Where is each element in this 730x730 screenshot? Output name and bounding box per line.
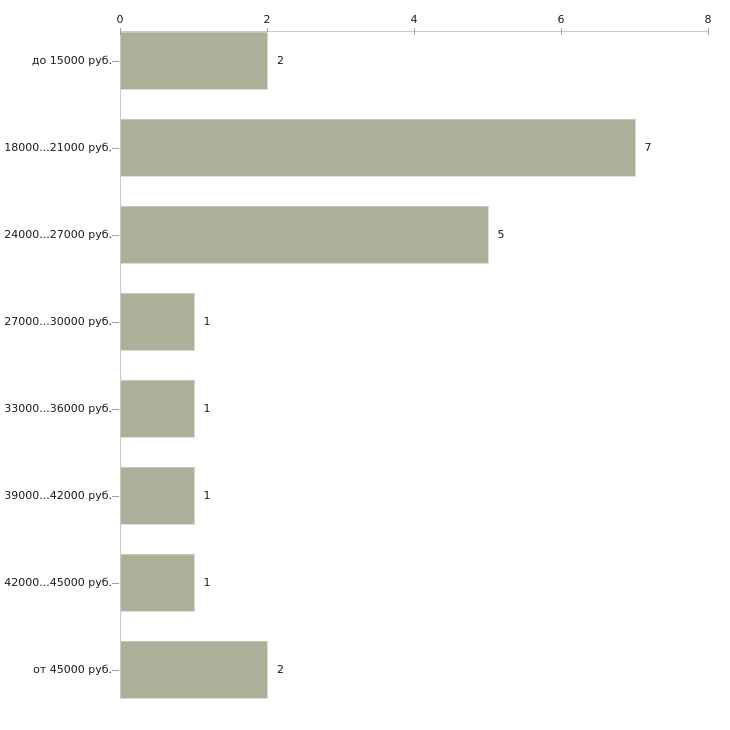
- bar-row: до 15000 руб. 2: [0, 32, 730, 90]
- x-tick-mark: [120, 28, 121, 35]
- bar-row: 27000...30000 руб. 1: [0, 293, 730, 351]
- category-tick-mark: [112, 322, 119, 323]
- bar-row: 33000...36000 руб. 1: [0, 380, 730, 438]
- category-tick-mark: [112, 235, 119, 236]
- category-label: 39000...42000 руб.: [4, 489, 112, 502]
- category-label: 24000...27000 руб.: [4, 228, 112, 241]
- category-tick-mark: [112, 409, 119, 410]
- value-label: 1: [203, 402, 211, 415]
- value-label: 1: [203, 576, 211, 589]
- x-tick-label: 6: [557, 13, 565, 26]
- category-label: до 15000 руб.: [31, 54, 112, 67]
- x-tick-label: 4: [410, 13, 418, 26]
- bar: [121, 641, 268, 699]
- value-label: 7: [644, 141, 652, 154]
- bar: [121, 467, 195, 525]
- bar: [121, 293, 195, 351]
- category-tick-mark: [112, 61, 119, 62]
- value-label: 1: [203, 489, 211, 502]
- category-label: 27000...30000 руб.: [4, 315, 112, 328]
- bar: [121, 206, 489, 264]
- category-label: 42000...45000 руб.: [4, 576, 112, 589]
- x-tick-mark: [708, 28, 709, 35]
- bar: [121, 32, 268, 90]
- bar: [121, 554, 195, 612]
- category-tick-mark: [112, 148, 119, 149]
- x-tick-mark: [414, 28, 415, 35]
- bar-row: 39000...42000 руб. 1: [0, 467, 730, 525]
- bar-row: 42000...45000 руб. 1: [0, 554, 730, 612]
- category-label: 33000...36000 руб.: [4, 402, 112, 415]
- category-label: от 45000 руб.: [33, 663, 112, 676]
- category-tick-mark: [112, 496, 119, 497]
- category-label: 18000...21000 руб.: [4, 141, 112, 154]
- bar-row: 24000...27000 руб. 5: [0, 206, 730, 264]
- x-tick-label: 8: [704, 13, 712, 26]
- bar-row: 18000...21000 руб. 7: [0, 119, 730, 177]
- category-tick-mark: [112, 583, 119, 584]
- y-axis-line: [120, 31, 121, 699]
- bar: [121, 119, 636, 177]
- value-label: 1: [203, 315, 211, 328]
- value-label: 2: [277, 663, 284, 676]
- x-tick-label: 0: [116, 13, 124, 26]
- x-tick-label: 2: [263, 13, 271, 26]
- value-label: 5: [497, 228, 505, 241]
- category-tick-mark: [112, 670, 119, 671]
- bar-row: от 45000 руб. 2: [0, 641, 730, 699]
- value-label: 2: [277, 54, 284, 67]
- x-tick-mark: [267, 28, 268, 35]
- x-tick-mark: [561, 28, 562, 35]
- bar: [121, 380, 195, 438]
